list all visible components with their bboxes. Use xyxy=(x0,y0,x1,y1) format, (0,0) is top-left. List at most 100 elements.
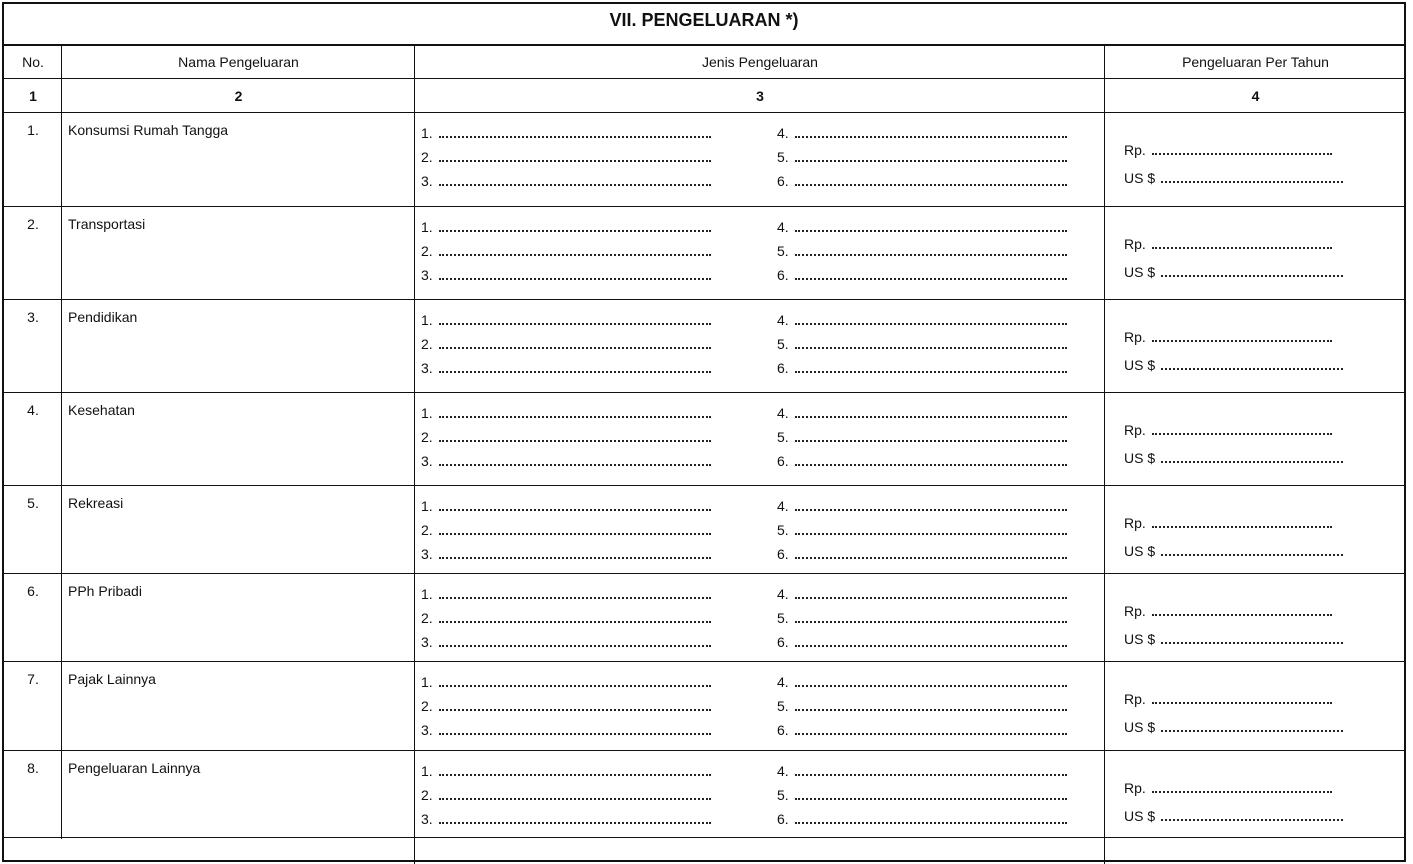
item-label: 6. xyxy=(777,360,789,376)
currency-label: Rp. xyxy=(1124,691,1146,707)
expense-name: Pajak Lainnya xyxy=(68,671,156,687)
dotted-fill-line xyxy=(438,160,711,162)
expense-type-field-5[interactable]: 5. xyxy=(777,698,1067,714)
expense-type-field-1[interactable]: 1. xyxy=(421,405,711,421)
expense-type-field-6[interactable]: 6. xyxy=(777,360,1067,376)
expense-type-field-2[interactable]: 2. xyxy=(421,149,711,165)
row-number: 5. xyxy=(27,495,39,511)
divider xyxy=(4,206,1404,207)
expense-type-field-2[interactable]: 2. xyxy=(421,429,711,445)
expense-type-field-1[interactable]: 1. xyxy=(421,219,711,235)
header-no: No. xyxy=(22,54,44,70)
expense-type-field-6[interactable]: 6. xyxy=(777,173,1067,189)
expense-type-field-4[interactable]: 4. xyxy=(777,219,1067,235)
expense-type-field-1[interactable]: 1. xyxy=(421,125,711,141)
rupiah-amount-field[interactable]: Rp. xyxy=(1124,603,1332,619)
currency-label: US $ xyxy=(1124,631,1156,647)
rupiah-amount-field[interactable]: Rp. xyxy=(1124,142,1332,158)
expense-type-field-1[interactable]: 1. xyxy=(421,763,711,779)
expense-type-field-3[interactable]: 3. xyxy=(421,634,711,650)
rupiah-amount-field[interactable]: Rp. xyxy=(1124,515,1332,531)
section-title: VII. PENGELUARAN *) xyxy=(609,10,799,30)
usd-amount-field[interactable]: US $ xyxy=(1124,631,1344,647)
dotted-fill-line xyxy=(794,416,1067,418)
dotted-fill-line xyxy=(438,774,711,776)
expense-type-field-6[interactable]: 6. xyxy=(777,811,1067,827)
expense-type-field-5[interactable]: 5. xyxy=(777,149,1067,165)
expense-type-field-6[interactable]: 6. xyxy=(777,453,1067,469)
dotted-fill-line xyxy=(794,557,1067,559)
expense-type-field-3[interactable]: 3. xyxy=(421,811,711,827)
expense-type-field-5[interactable]: 5. xyxy=(777,243,1067,259)
dotted-fill-line xyxy=(438,416,711,418)
usd-amount-field[interactable]: US $ xyxy=(1124,170,1344,186)
expense-type-field-5[interactable]: 5. xyxy=(777,336,1067,352)
expense-type-field-4[interactable]: 4. xyxy=(777,405,1067,421)
expense-type-field-5[interactable]: 5. xyxy=(777,429,1067,445)
expense-type-field-1[interactable]: 1. xyxy=(421,674,711,690)
currency-label: Rp. xyxy=(1124,329,1146,345)
divider xyxy=(1104,44,1105,864)
usd-amount-field[interactable]: US $ xyxy=(1124,808,1344,824)
expense-type-field-2[interactable]: 2. xyxy=(421,787,711,803)
expense-type-field-6[interactable]: 6. xyxy=(777,722,1067,738)
usd-amount-field[interactable]: US $ xyxy=(1124,357,1344,373)
expense-type-field-1[interactable]: 1. xyxy=(421,312,711,328)
currency-label: US $ xyxy=(1124,450,1156,466)
expense-type-field-6[interactable]: 6. xyxy=(777,546,1067,562)
row-number: 4. xyxy=(27,402,39,418)
expense-type-field-4[interactable]: 4. xyxy=(777,498,1067,514)
dotted-fill-line xyxy=(438,621,711,623)
expense-type-field-5[interactable]: 5. xyxy=(777,787,1067,803)
expense-type-field-2[interactable]: 2. xyxy=(421,522,711,538)
expense-type-field-3[interactable]: 3. xyxy=(421,722,711,738)
dotted-fill-line xyxy=(794,440,1067,442)
expense-type-field-4[interactable]: 4. xyxy=(777,312,1067,328)
dotted-fill-line xyxy=(794,597,1067,599)
expense-name: Kesehatan xyxy=(68,402,135,418)
dotted-fill-line xyxy=(794,709,1067,711)
dotted-fill-line xyxy=(1151,791,1332,793)
expense-type-field-4[interactable]: 4. xyxy=(777,586,1067,602)
expense-type-field-2[interactable]: 2. xyxy=(421,698,711,714)
rupiah-amount-field[interactable]: Rp. xyxy=(1124,780,1332,796)
row-number: 2. xyxy=(27,216,39,232)
dotted-fill-line xyxy=(1161,368,1344,370)
expense-type-field-3[interactable]: 3. xyxy=(421,173,711,189)
expense-type-field-2[interactable]: 2. xyxy=(421,610,711,626)
item-label: 5. xyxy=(777,787,789,803)
expense-type-field-4[interactable]: 4. xyxy=(777,763,1067,779)
expense-type-field-3[interactable]: 3. xyxy=(421,360,711,376)
item-label: 4. xyxy=(777,674,789,690)
rupiah-amount-field[interactable]: Rp. xyxy=(1124,691,1332,707)
item-label: 2. xyxy=(421,336,433,352)
rupiah-amount-field[interactable]: Rp. xyxy=(1124,422,1332,438)
expense-name: PPh Pribadi xyxy=(68,583,142,599)
item-label: 3. xyxy=(421,173,433,189)
expense-type-field-2[interactable]: 2. xyxy=(421,336,711,352)
usd-amount-field[interactable]: US $ xyxy=(1124,450,1344,466)
expense-type-field-5[interactable]: 5. xyxy=(777,610,1067,626)
dotted-fill-line xyxy=(794,230,1067,232)
expense-type-field-4[interactable]: 4. xyxy=(777,125,1067,141)
expense-type-field-3[interactable]: 3. xyxy=(421,267,711,283)
dotted-fill-line xyxy=(794,160,1067,162)
rupiah-amount-field[interactable]: Rp. xyxy=(1124,329,1332,345)
expense-type-field-6[interactable]: 6. xyxy=(777,634,1067,650)
usd-amount-field[interactable]: US $ xyxy=(1124,719,1344,735)
expense-type-field-3[interactable]: 3. xyxy=(421,546,711,562)
expense-type-field-3[interactable]: 3. xyxy=(421,453,711,469)
rupiah-amount-field[interactable]: Rp. xyxy=(1124,236,1332,252)
expense-type-field-4[interactable]: 4. xyxy=(777,674,1067,690)
item-label: 2. xyxy=(421,698,433,714)
item-label: 3. xyxy=(421,722,433,738)
expense-type-field-1[interactable]: 1. xyxy=(421,498,711,514)
item-label: 4. xyxy=(777,763,789,779)
currency-label: US $ xyxy=(1124,543,1156,559)
usd-amount-field[interactable]: US $ xyxy=(1124,264,1344,280)
expense-type-field-5[interactable]: 5. xyxy=(777,522,1067,538)
usd-amount-field[interactable]: US $ xyxy=(1124,543,1344,559)
expense-type-field-1[interactable]: 1. xyxy=(421,586,711,602)
expense-type-field-6[interactable]: 6. xyxy=(777,267,1067,283)
expense-type-field-2[interactable]: 2. xyxy=(421,243,711,259)
